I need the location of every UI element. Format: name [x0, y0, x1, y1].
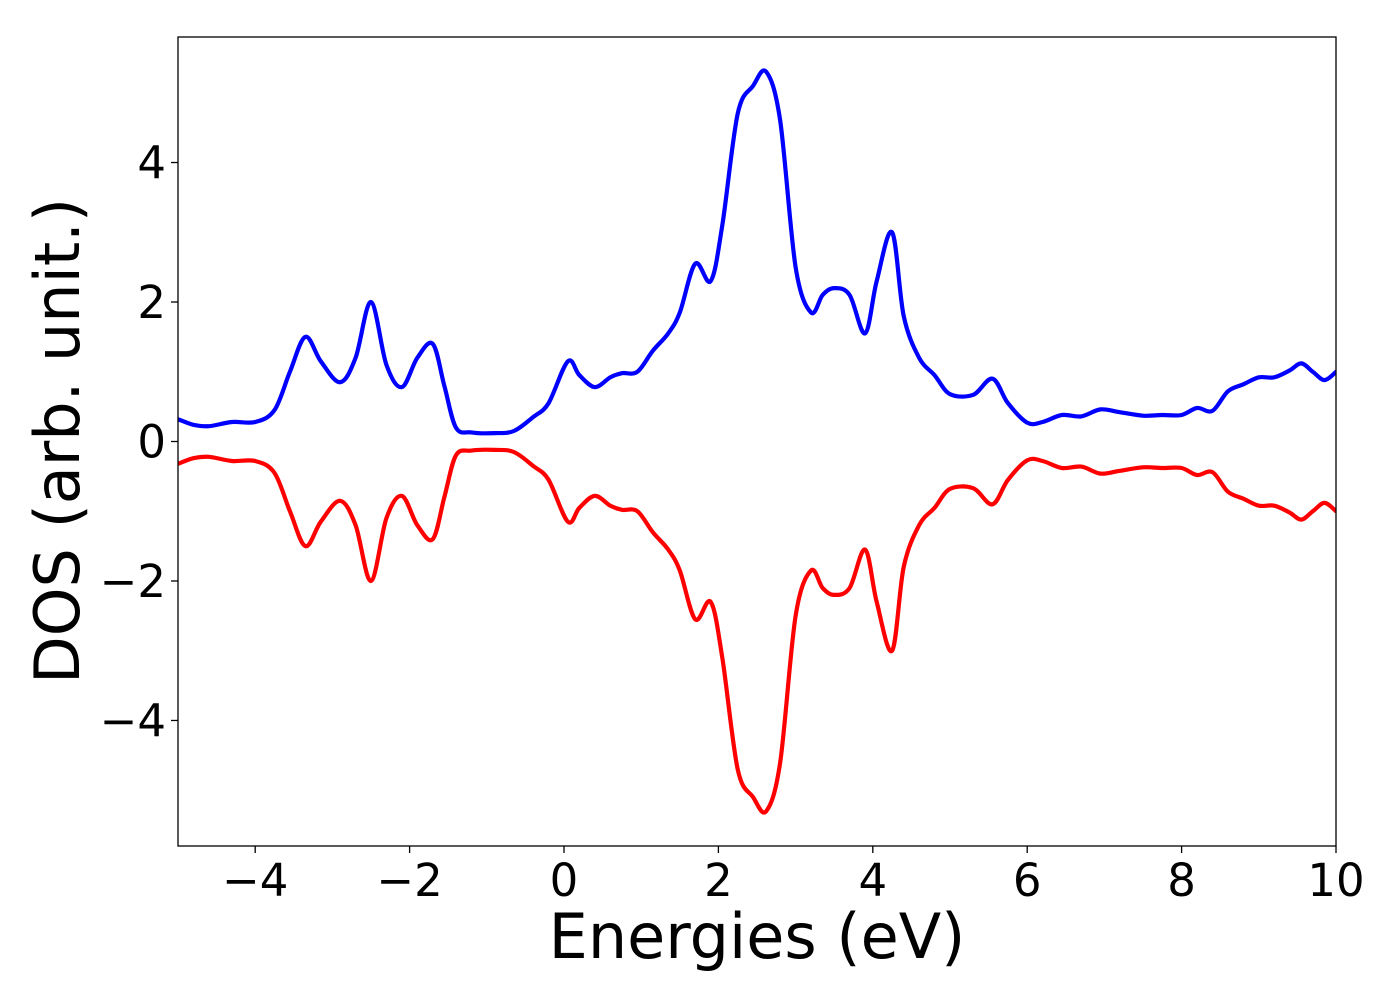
y-tick-label: 0 [137, 416, 166, 469]
x-tick-label: 4 [858, 854, 887, 907]
plot-frame [177, 36, 1337, 847]
x-tick-label: 6 [1013, 854, 1042, 907]
y-tick-label: −2 [100, 555, 166, 608]
y-axis-ticks: −4 −2 0 2 4 [100, 137, 178, 747]
series-group [178, 68, 1336, 815]
x-axis-label: Energies (eV) [549, 900, 966, 973]
y-tick-label: 4 [137, 137, 166, 190]
y-tick-label: 2 [137, 276, 166, 329]
x-tick-label: −4 [222, 854, 288, 907]
y-tick-label: −4 [100, 694, 166, 747]
spin-down-series-line [178, 447, 1336, 815]
x-tick-label: 8 [1167, 854, 1196, 907]
y-axis-label: DOS (arb. unit.) [21, 198, 94, 684]
x-axis-ticks: −4 −2 0 2 4 6 8 10 [222, 846, 1365, 907]
x-tick-label: 10 [1307, 854, 1364, 907]
spin-up-series-line [178, 68, 1336, 436]
x-tick-label: 0 [550, 854, 579, 907]
x-tick-label: −2 [376, 854, 442, 907]
x-tick-label: 2 [704, 854, 733, 907]
